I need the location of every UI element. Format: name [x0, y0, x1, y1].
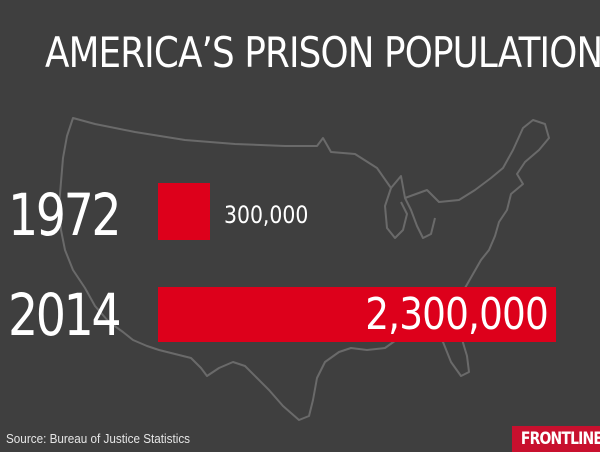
category-label-1972: 1972 [8, 181, 122, 249]
frontline-logo[interactable]: FRONTLINE [512, 426, 600, 452]
chart-title: AMERICA’S PRISON POPULATION [45, 28, 600, 77]
source-note: Source: Bureau of Justice Statistics [6, 431, 191, 446]
data-label-2014: 2,300,000 [365, 289, 549, 340]
data-label-1972: 300,000 [224, 201, 309, 229]
bar-1972 [158, 183, 210, 240]
bar-2014 [158, 287, 556, 342]
us-map-outline-icon [58, 117, 550, 421]
category-label-2014: 2014 [8, 281, 122, 349]
logo-text: FRONTLINE [520, 429, 600, 449]
